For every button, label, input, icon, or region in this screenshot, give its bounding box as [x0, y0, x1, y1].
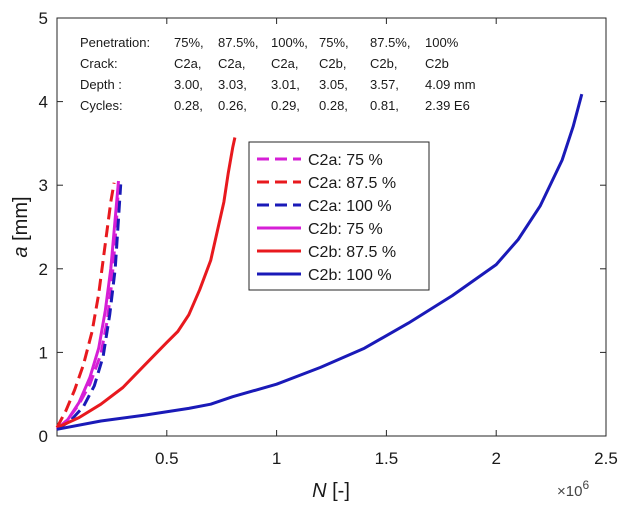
info-cell: 0.28,	[319, 98, 348, 113]
info-cell: 3.01,	[271, 77, 300, 92]
x-tick-label: 2	[491, 449, 500, 468]
info-cell: 3.05,	[319, 77, 348, 92]
info-cell: 0.28,	[174, 98, 203, 113]
legend-entry-c2a-100: C2a: 100 %	[308, 198, 392, 215]
info-cell: Cycles:	[80, 98, 123, 113]
info-cell: 0.26,	[218, 98, 247, 113]
info-cell: 0.81,	[370, 98, 399, 113]
info-cell: C2a,	[174, 56, 201, 71]
info-cell: C2a,	[218, 56, 245, 71]
info-cell: 3.57,	[370, 77, 399, 92]
legend-entry-c2a-87-5: C2a: 87.5 %	[308, 175, 396, 192]
y-tick-label: 5	[39, 9, 48, 28]
x-exponent: ×106	[557, 478, 589, 500]
info-cell: 3.00,	[174, 77, 203, 92]
info-cell: 2.39 E6	[425, 98, 470, 113]
y-tick-label: 1	[39, 343, 48, 362]
x-axis-label: N [-]	[312, 480, 350, 502]
x-tick-label: 2.5	[594, 449, 618, 468]
info-cell: 87.5%,	[370, 35, 410, 50]
x-tick-label: 1	[272, 449, 281, 468]
info-cell: Depth :	[80, 77, 122, 92]
y-tick-label: 4	[39, 93, 48, 112]
info-cell: 75%,	[174, 35, 204, 50]
info-cell: 0.29,	[271, 98, 300, 113]
info-cell: Crack:	[80, 56, 118, 71]
info-cell: 75%,	[319, 35, 349, 50]
info-cell: C2a,	[271, 56, 298, 71]
info-cell: C2b	[425, 56, 449, 71]
info-cell: 4.09 mm	[425, 77, 476, 92]
info-cell: Penetration:	[80, 35, 150, 50]
y-tick-label: 2	[39, 260, 48, 279]
info-cell: C2b,	[370, 56, 397, 71]
x-tick-label: 1.5	[375, 449, 399, 468]
info-cell: 87.5%,	[218, 35, 258, 50]
info-cell: 100%	[425, 35, 459, 50]
info-cell: 3.03,	[218, 77, 247, 92]
y-tick-label: 0	[39, 427, 48, 446]
info-cell: C2b,	[319, 56, 346, 71]
info-cell: 100%,	[271, 35, 308, 50]
legend: C2a: 75 % C2a: 87.5 % C2a: 100 % C2b: 75 % C…	[249, 142, 429, 290]
legend-entry-c2b-87-5: C2b: 87.5 %	[308, 244, 396, 261]
y-tick-label: 3	[39, 176, 48, 195]
legend-entry-c2b-75: C2b: 75 %	[308, 221, 383, 238]
legend-entry-c2a-75: C2a: 75 %	[308, 152, 383, 169]
y-axis-label: a [mm]	[10, 196, 32, 257]
legend-entry-c2b-100: C2b: 100 %	[308, 267, 392, 284]
x-tick-label: 0.5	[155, 449, 179, 468]
